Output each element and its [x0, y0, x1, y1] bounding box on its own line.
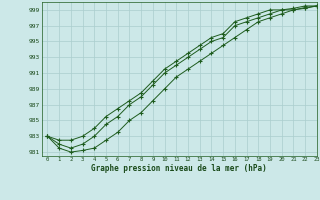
X-axis label: Graphe pression niveau de la mer (hPa): Graphe pression niveau de la mer (hPa)	[91, 164, 267, 173]
